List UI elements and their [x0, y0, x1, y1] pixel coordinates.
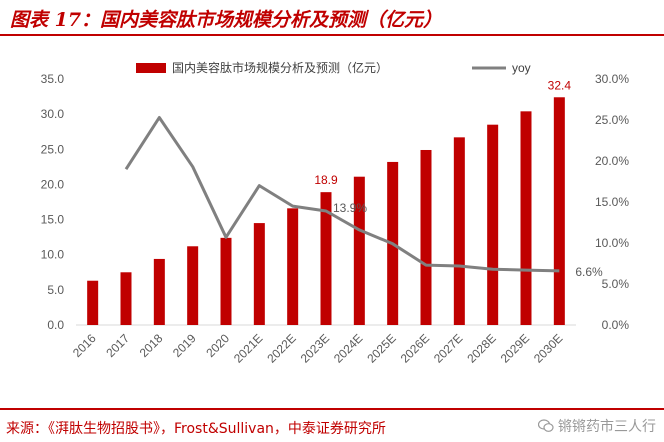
bar [553, 97, 565, 325]
data-label: 32.4 [548, 78, 572, 92]
x-axis-tick-label: 2024E [331, 331, 365, 365]
watermark: 锵锵药市三人行 [538, 416, 656, 436]
bar [287, 208, 299, 325]
x-axis-tick-label: 2018 [137, 331, 166, 360]
right-axis-tick-label: 10.0% [595, 236, 629, 250]
x-axis-tick-label: 2021E [231, 331, 265, 365]
footer: 来源：《湃肽生物招股书》，Frost&Sullivan，中泰证券研究所 锵锵药市… [0, 408, 664, 442]
x-axis-tick-label: 2025E [364, 331, 398, 365]
left-axis-tick-label: 30.0 [41, 107, 65, 121]
wechat-icon [538, 419, 554, 432]
bar [320, 192, 332, 325]
right-axis-tick-label: 25.0% [595, 113, 629, 127]
x-axis-tick-label: 2030E [531, 331, 565, 365]
x-axis-tick-label: 2020 [203, 331, 232, 360]
bar [120, 272, 132, 325]
bar [87, 280, 99, 325]
x-axis-tick-label: 2017 [103, 331, 132, 360]
x-axis-tick-label: 2027E [431, 331, 465, 365]
right-axis-tick-label: 15.0% [595, 195, 629, 209]
chart-title: 图表 17：国内美容肽市场规模分析及预测（亿元） [10, 9, 443, 31]
left-axis-tick-label: 35.0 [41, 72, 65, 86]
x-axis-tick-label: 2019 [170, 331, 199, 360]
x-axis-tick-label: 2016 [70, 331, 99, 360]
left-axis-tick-label: 20.0 [41, 177, 65, 191]
right-axis-tick-label: 0.0% [602, 318, 630, 332]
legend-swatch-bar [136, 63, 166, 73]
bar [487, 124, 499, 325]
left-axis-tick-label: 25.0 [41, 142, 65, 156]
x-axis-tick-label: 2028E [464, 331, 498, 365]
chart: 0.0 5.0 10.0 15.0 20.0 25.0 30.0 35.0 0.0% 5.0% 10… [41, 60, 630, 366]
watermark-text: 锵锵药市三人行 [558, 419, 656, 435]
bar [220, 237, 232, 325]
source-note: 来源：《湃肽生物招股书》，Frost&Sullivan，中泰证券研究所 [6, 421, 386, 437]
right-axis-tick-label: 20.0% [595, 154, 629, 168]
bar [153, 258, 165, 325]
left-axis-tick-label: 10.0 [41, 248, 65, 262]
right-axis-tick-label: 5.0% [602, 277, 630, 291]
bar [520, 111, 532, 326]
bar [353, 176, 365, 325]
left-axis-tick-label: 15.0 [41, 213, 65, 227]
data-label: 13.9% [333, 201, 367, 215]
data-label: 6.6% [575, 265, 603, 279]
bar [453, 137, 465, 325]
data-label: 18.9 [314, 173, 338, 187]
x-axis-tick-label: 2029E [498, 331, 532, 365]
bar [420, 149, 432, 325]
left-axis-tick-label: 0.0 [47, 318, 64, 332]
right-axis-tick-label: 30.0% [595, 72, 629, 86]
legend-label-yoy: yoy [512, 61, 531, 75]
title-bar: 图表 17：国内美容肽市场规模分析及预测（亿元） [0, 0, 664, 36]
bar [253, 223, 265, 325]
plot-area: 0.0 5.0 10.0 15.0 20.0 25.0 30.0 35.0 0.0% 5.0% 10… [41, 60, 630, 366]
x-axis-tick-label: 2023E [298, 331, 332, 365]
bar [187, 246, 199, 325]
x-axis-tick-label: 2026E [398, 331, 432, 365]
legend-label-bar: 国内美容肽市场规模分析及预测（亿元） [172, 60, 388, 75]
left-axis-tick-label: 5.0 [47, 283, 64, 297]
x-axis-tick-label: 2022E [264, 331, 298, 365]
yoy-line [124, 116, 560, 273]
